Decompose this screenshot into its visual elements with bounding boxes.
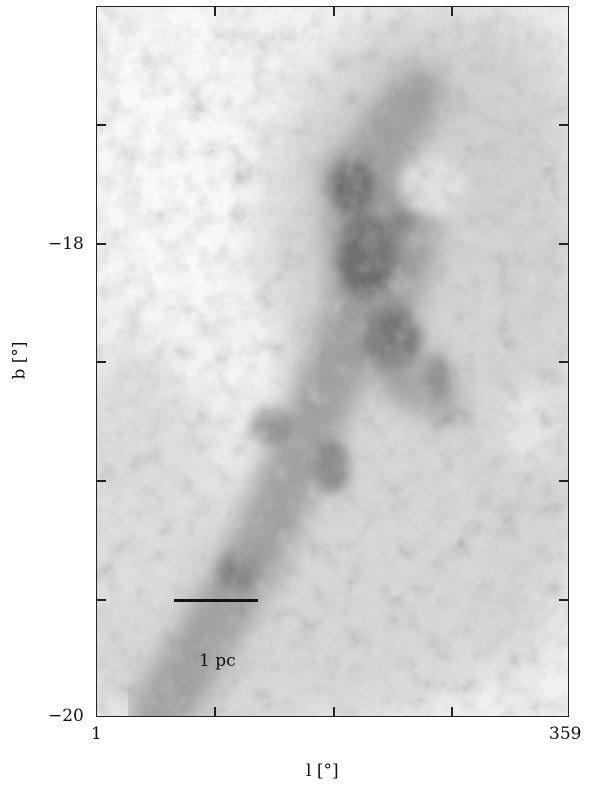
y-tick [96,124,106,126]
x-tick [214,6,216,16]
scale-bar-label: 1 pc [199,651,236,671]
y-axis-title: b [°] [9,341,30,380]
x-tick [451,6,453,16]
cloud-map-graphic [97,7,568,716]
y-tick [559,361,569,363]
y-tick-label: −20 [48,706,84,726]
x-tick-label: 1 [91,724,102,744]
x-tick [451,707,453,717]
x-axis-title: l [°] [306,761,339,781]
y-tick [559,599,569,601]
x-tick-label: 359 [549,724,582,744]
y-tick [559,124,569,126]
intensity-map [96,6,569,717]
y-tick [96,480,106,482]
x-tick [214,707,216,717]
y-tick-label: −18 [48,234,84,254]
y-tick [96,361,106,363]
y-tick [96,599,106,601]
y-tick [96,243,106,245]
y-tick [559,480,569,482]
scale-bar [174,599,258,602]
x-tick [333,707,335,717]
y-tick [559,243,569,245]
x-tick [333,6,335,16]
